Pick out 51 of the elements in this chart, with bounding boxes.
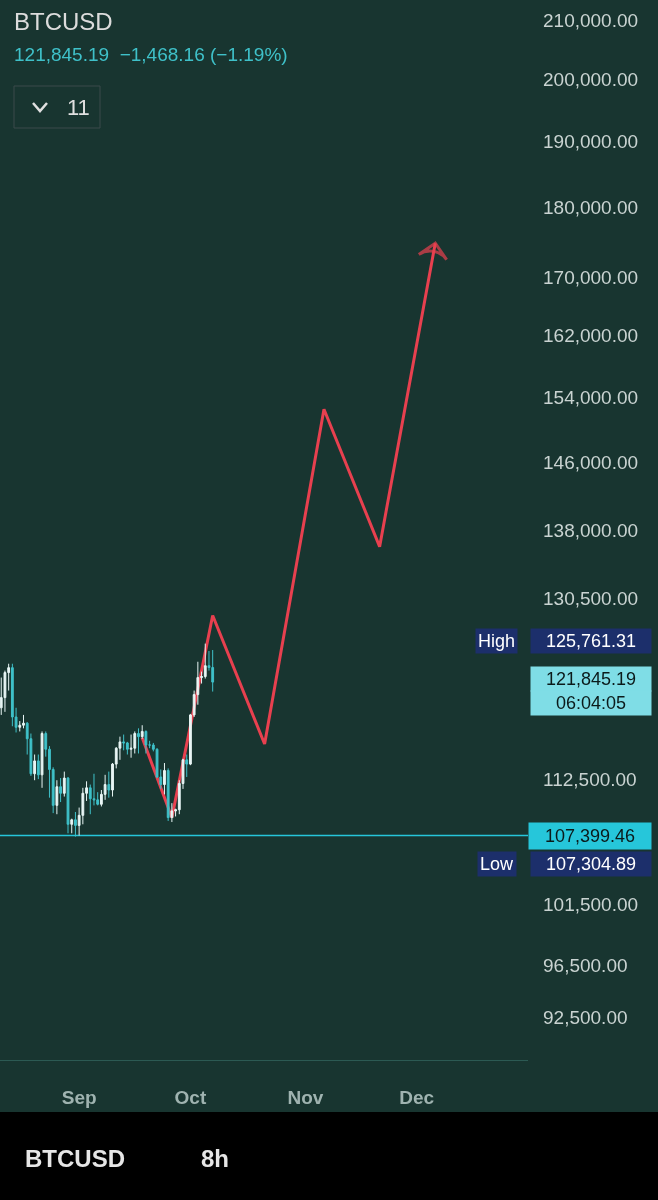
candlestick: [55, 779, 59, 815]
candlestick: [166, 767, 170, 822]
x-tick-label: Dec: [399, 1086, 435, 1108]
y-tick-label: 190,000.00: [543, 131, 639, 153]
y-tick-label: 180,000.00: [543, 197, 639, 219]
candlestick: [74, 811, 77, 838]
text: 06:04:05: [555, 693, 627, 713]
y-tick-label: 162,000.00: [543, 325, 639, 347]
y-tick-label: 96,500.00: [543, 955, 628, 977]
candlestick: [211, 649, 215, 693]
text: 121,845.19 −1,468.16 (−1.19%): [14, 44, 288, 66]
y-tick-label: 92,500.00: [543, 1006, 628, 1028]
candlestick: [66, 776, 70, 834]
candlestick: [22, 714, 25, 729]
y-tick-label: 170,000.00: [543, 266, 639, 288]
candlestick: [33, 754, 37, 781]
y-tick-label: 138,000.00: [543, 520, 639, 542]
candlestick: [40, 730, 44, 789]
y-tick-label: 101,500.00: [543, 893, 639, 915]
candlestick: [133, 730, 137, 754]
candlestick: [163, 762, 166, 795]
candlestick: [137, 727, 140, 754]
candlestick: [129, 734, 133, 759]
candlestick: [59, 777, 62, 803]
text: 121,845.19: [545, 669, 637, 689]
y-tick-label: 146,000.00: [543, 451, 639, 473]
candlestick: [144, 729, 148, 754]
y-tick-label: 200,000.00: [543, 69, 639, 91]
candlestick: [107, 771, 111, 799]
text: 8h: [201, 1145, 230, 1172]
candlestick: [185, 754, 189, 778]
x-tick-label: Sep: [61, 1086, 97, 1108]
annotation: Low: [480, 854, 515, 874]
y-tick-label: 154,000.00: [543, 386, 639, 408]
candlestick: [203, 643, 207, 680]
y-tick-label: 130,500.00: [543, 588, 639, 610]
annotation: High: [478, 631, 516, 651]
annotation: 11: [67, 95, 90, 120]
ref-line-label: 107,399.46: [544, 826, 636, 846]
y-tick-label: 210,000.00: [543, 9, 639, 31]
candlestick: [36, 754, 40, 780]
y-tick-label: 112,500.00: [543, 768, 637, 790]
candlestick: [122, 734, 126, 751]
x-tick-label: Oct: [174, 1086, 207, 1108]
text: BTCUSD: [25, 1145, 125, 1172]
candlestick: [62, 771, 66, 798]
text: 107,304.89: [545, 854, 637, 874]
candlestick: [70, 818, 74, 834]
text: 125,761.31: [545, 631, 637, 651]
chart-title: BTCUSD: [14, 8, 113, 35]
x-tick-label: Nov: [287, 1086, 324, 1108]
